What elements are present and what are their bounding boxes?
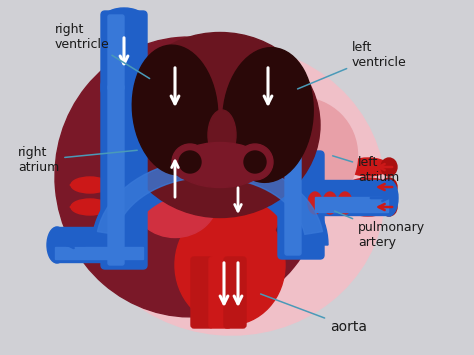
Polygon shape xyxy=(315,197,388,212)
Text: right
ventricle: right ventricle xyxy=(55,23,150,78)
Ellipse shape xyxy=(347,178,389,196)
Polygon shape xyxy=(55,247,143,259)
Ellipse shape xyxy=(381,178,397,196)
Text: left
atrium: left atrium xyxy=(333,156,399,184)
Ellipse shape xyxy=(223,48,313,182)
Ellipse shape xyxy=(308,192,322,214)
Ellipse shape xyxy=(133,163,218,237)
Ellipse shape xyxy=(132,45,218,175)
Ellipse shape xyxy=(347,198,389,216)
Ellipse shape xyxy=(338,192,352,214)
Polygon shape xyxy=(92,155,328,245)
Polygon shape xyxy=(315,180,390,215)
Ellipse shape xyxy=(180,165,280,255)
Ellipse shape xyxy=(175,142,265,187)
FancyBboxPatch shape xyxy=(108,15,124,90)
Polygon shape xyxy=(55,227,145,262)
Ellipse shape xyxy=(381,198,397,216)
FancyBboxPatch shape xyxy=(278,151,324,259)
FancyBboxPatch shape xyxy=(224,257,246,328)
Ellipse shape xyxy=(172,144,208,180)
Ellipse shape xyxy=(71,199,109,215)
Ellipse shape xyxy=(110,98,240,213)
Text: right
atrium: right atrium xyxy=(18,146,137,174)
Text: pulmonary
artery: pulmonary artery xyxy=(335,211,425,249)
Ellipse shape xyxy=(244,151,266,173)
Ellipse shape xyxy=(381,158,397,176)
Ellipse shape xyxy=(75,45,385,335)
Ellipse shape xyxy=(380,180,398,216)
Ellipse shape xyxy=(208,110,236,160)
Ellipse shape xyxy=(47,227,67,263)
Ellipse shape xyxy=(323,192,337,214)
Polygon shape xyxy=(97,159,323,234)
Ellipse shape xyxy=(347,158,389,176)
FancyBboxPatch shape xyxy=(101,11,147,94)
FancyBboxPatch shape xyxy=(209,257,231,328)
Ellipse shape xyxy=(175,205,285,325)
Ellipse shape xyxy=(71,177,109,193)
Ellipse shape xyxy=(243,98,357,213)
Text: aorta: aorta xyxy=(261,294,367,334)
Ellipse shape xyxy=(55,37,325,317)
Ellipse shape xyxy=(105,8,143,26)
FancyBboxPatch shape xyxy=(285,155,301,255)
FancyBboxPatch shape xyxy=(101,81,147,269)
Text: left
ventricle: left ventricle xyxy=(298,41,407,89)
FancyBboxPatch shape xyxy=(191,257,213,328)
Ellipse shape xyxy=(179,151,201,173)
FancyBboxPatch shape xyxy=(108,85,124,265)
Ellipse shape xyxy=(120,33,320,218)
Ellipse shape xyxy=(237,144,273,180)
